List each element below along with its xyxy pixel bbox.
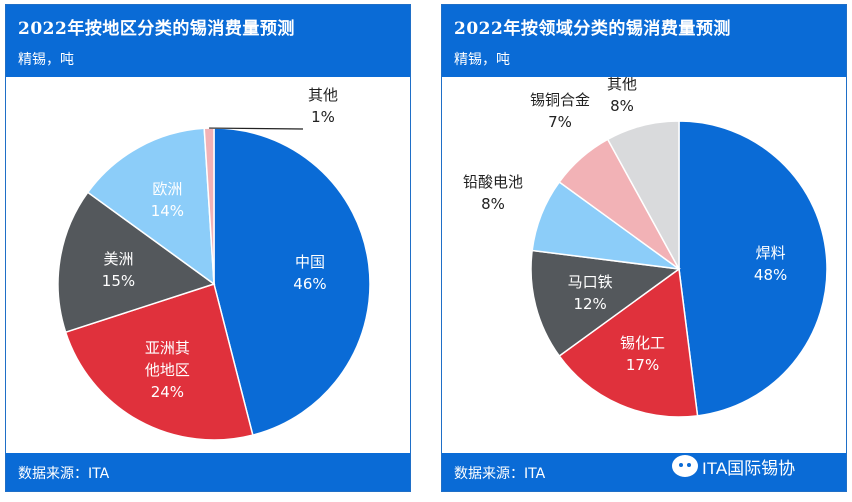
- sector-chart-panel: 2022年按领域分类的锡消费量预测 精锡，吨 焊料 48% 锡化工 17% 马口铁 12%…: [441, 4, 847, 492]
- pie-slice: [213, 127, 371, 437]
- pie-slice: [606, 120, 680, 270]
- slice-percent: 12%: [573, 295, 606, 313]
- slice-label: 中国 46%: [293, 253, 326, 293]
- wechat-icon: [672, 455, 698, 477]
- pie-slice: [64, 283, 254, 441]
- slice-name: 锡化工: [620, 334, 665, 352]
- pie-slice: [57, 191, 216, 334]
- slice-percent: 15%: [102, 272, 135, 290]
- chart-header: 2022年按地区分类的锡消费量预测 精锡，吨: [6, 5, 410, 77]
- slice-label: 美洲 15%: [102, 250, 135, 290]
- slice-label: 亚洲其他地区 24%: [145, 339, 190, 401]
- watermark-text: ITA国际锡协: [702, 458, 796, 478]
- chart-subtitle: 精锡，吨: [18, 52, 74, 68]
- slice-label: 锡铜合金 7%: [530, 91, 590, 131]
- slice-name: 其他: [607, 77, 637, 93]
- chart-subtitle: 精锡，吨: [454, 52, 510, 68]
- slice-label: 欧洲 14%: [151, 180, 184, 220]
- region-chart-panel: 2022年按地区分类的锡消费量预测 精锡，吨 中国 46% 亚洲其他地区 24% 美洲 1…: [5, 4, 411, 492]
- sector-pie-chart: 焊料 48% 锡化工 17% 马口铁 12% 铅酸电池 8% 锡铜合金 7% 其他 8%: [463, 77, 828, 418]
- leader-line: [209, 127, 304, 130]
- chart-title: 2022年按领域分类的锡消费量预测: [454, 19, 731, 39]
- slice-label: 马口铁 12%: [568, 273, 613, 313]
- slice-name: 焊料: [756, 244, 786, 262]
- slice-percent: 1%: [311, 108, 335, 126]
- slice-label: 其他 8%: [607, 77, 637, 115]
- slice-percent: 48%: [754, 266, 787, 284]
- pie-slice: [678, 120, 828, 417]
- slice-name: 马口铁: [568, 273, 613, 291]
- slice-percent: 8%: [610, 97, 634, 115]
- slice-name: 他地区: [145, 361, 190, 379]
- slice-percent: 24%: [151, 383, 184, 401]
- slice-percent: 8%: [481, 195, 505, 213]
- region-pie-chart: 中国 46% 亚洲其他地区 24% 美洲 15% 欧洲 14% 其他 1%: [57, 86, 371, 441]
- chart-footer: 数据来源：ITA: [6, 453, 410, 491]
- slice-name: 锡铜合金: [530, 91, 590, 109]
- chart-source: 数据来源：ITA: [454, 466, 546, 482]
- slice-name: 其他: [308, 86, 338, 104]
- pie-slice: [530, 249, 681, 358]
- slice-name: 铅酸电池: [463, 173, 523, 191]
- pie-slice: [558, 267, 699, 418]
- pie-slice: [86, 127, 215, 286]
- chart-footer: 数据来源：ITA: [442, 453, 846, 491]
- slice-label: 其他 1%: [308, 86, 338, 126]
- slice-percent: 17%: [626, 356, 659, 374]
- slice-name: 欧洲: [152, 180, 182, 198]
- chart-header: 2022年按领域分类的锡消费量预测 精锡，吨: [442, 5, 846, 77]
- slice-percent: 7%: [548, 113, 572, 131]
- slice-label: 铅酸电池 8%: [463, 173, 523, 213]
- slice-percent: 46%: [293, 275, 326, 293]
- slice-name: 亚洲其: [145, 339, 190, 357]
- chart-title: 2022年按地区分类的锡消费量预测: [18, 19, 295, 39]
- slice-label: 锡化工 17%: [620, 334, 665, 374]
- chart-source: 数据来源：ITA: [18, 466, 110, 482]
- watermark: ITA国际锡协: [672, 452, 795, 480]
- slice-name: 美洲: [103, 250, 133, 268]
- slice-name: 中国: [295, 253, 325, 271]
- slice-label: 焊料 48%: [754, 244, 787, 284]
- slice-percent: 14%: [151, 202, 184, 220]
